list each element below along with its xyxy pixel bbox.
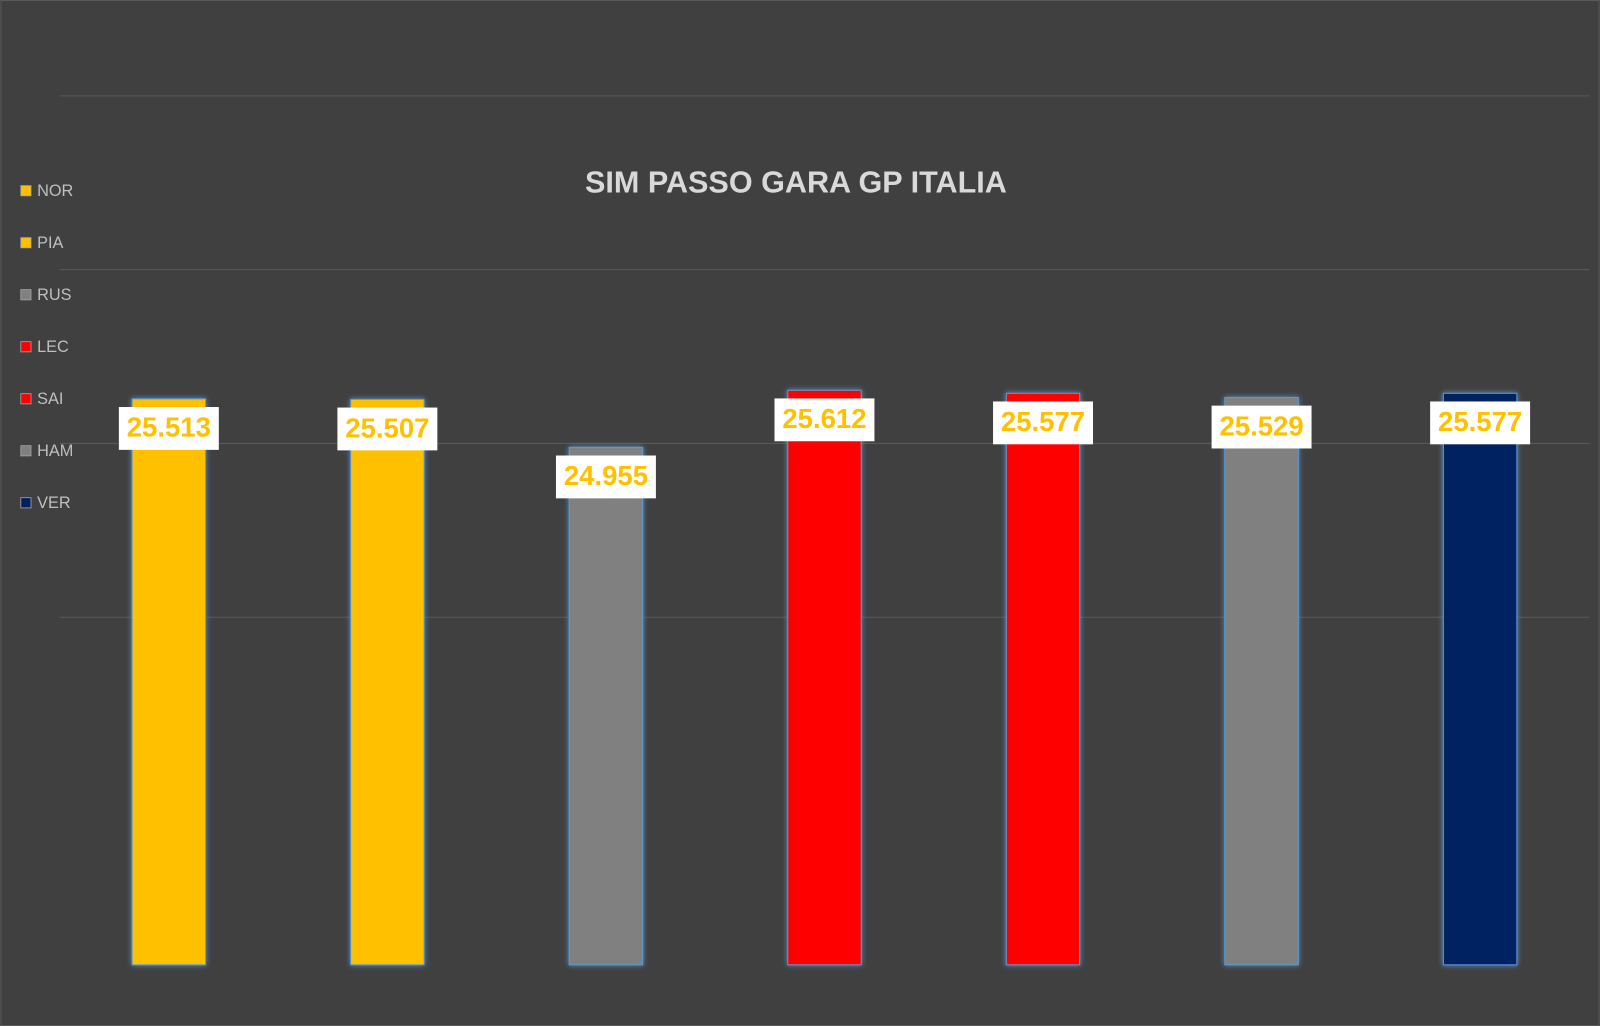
value-label: 25.513 bbox=[127, 412, 211, 443]
value-label-box bbox=[118, 407, 219, 450]
legend-swatch bbox=[20, 497, 32, 509]
legend-label: VER bbox=[37, 494, 71, 512]
legend-label: LEC bbox=[37, 338, 69, 356]
bar bbox=[350, 398, 425, 966]
value-label: 25.577 bbox=[1001, 406, 1085, 437]
value-label-box bbox=[993, 401, 1093, 445]
value-label-box bbox=[1211, 405, 1312, 449]
bar bbox=[131, 398, 207, 966]
legend-swatch bbox=[20, 341, 32, 353]
legend-swatch bbox=[20, 185, 32, 197]
legend-label: SAI bbox=[37, 390, 63, 408]
value-label: 25.577 bbox=[1438, 406, 1522, 437]
value-label-box bbox=[774, 398, 875, 442]
chart-title: SIM PASSO GARA GP ITALIA bbox=[585, 166, 1007, 200]
legend-swatch bbox=[20, 393, 32, 405]
value-label-box bbox=[555, 455, 656, 499]
legend-label: RUS bbox=[37, 286, 72, 304]
legend-label: NOR bbox=[37, 182, 73, 200]
value-label: 25.612 bbox=[782, 403, 866, 434]
bar bbox=[1224, 396, 1299, 966]
legend-swatch bbox=[20, 289, 32, 301]
bar bbox=[787, 389, 862, 966]
legend-swatch bbox=[20, 237, 32, 249]
legend-label: PIA bbox=[37, 234, 63, 252]
legend-swatch bbox=[20, 445, 32, 457]
bar bbox=[1005, 392, 1081, 966]
value-label-box bbox=[337, 407, 438, 451]
legend-label: HAM bbox=[37, 442, 73, 460]
value-label-box bbox=[1430, 401, 1531, 445]
value-label: 24.955 bbox=[564, 460, 648, 491]
value-label: 25.529 bbox=[1219, 410, 1303, 441]
value-label: 25.507 bbox=[345, 412, 429, 443]
bar bbox=[1442, 392, 1518, 966]
bar bbox=[568, 446, 644, 966]
